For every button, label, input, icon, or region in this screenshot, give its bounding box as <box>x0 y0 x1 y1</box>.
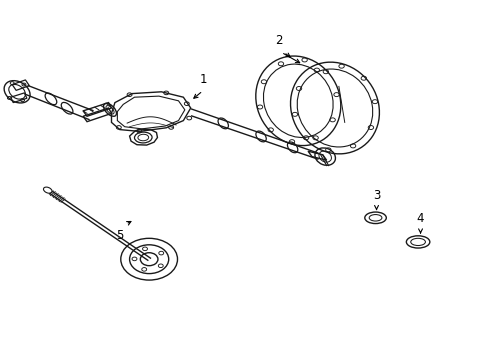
Text: 3: 3 <box>372 189 380 202</box>
Text: 4: 4 <box>416 212 424 225</box>
Text: 2: 2 <box>274 34 282 47</box>
Text: 1: 1 <box>199 73 206 86</box>
Text: 5: 5 <box>116 229 123 242</box>
